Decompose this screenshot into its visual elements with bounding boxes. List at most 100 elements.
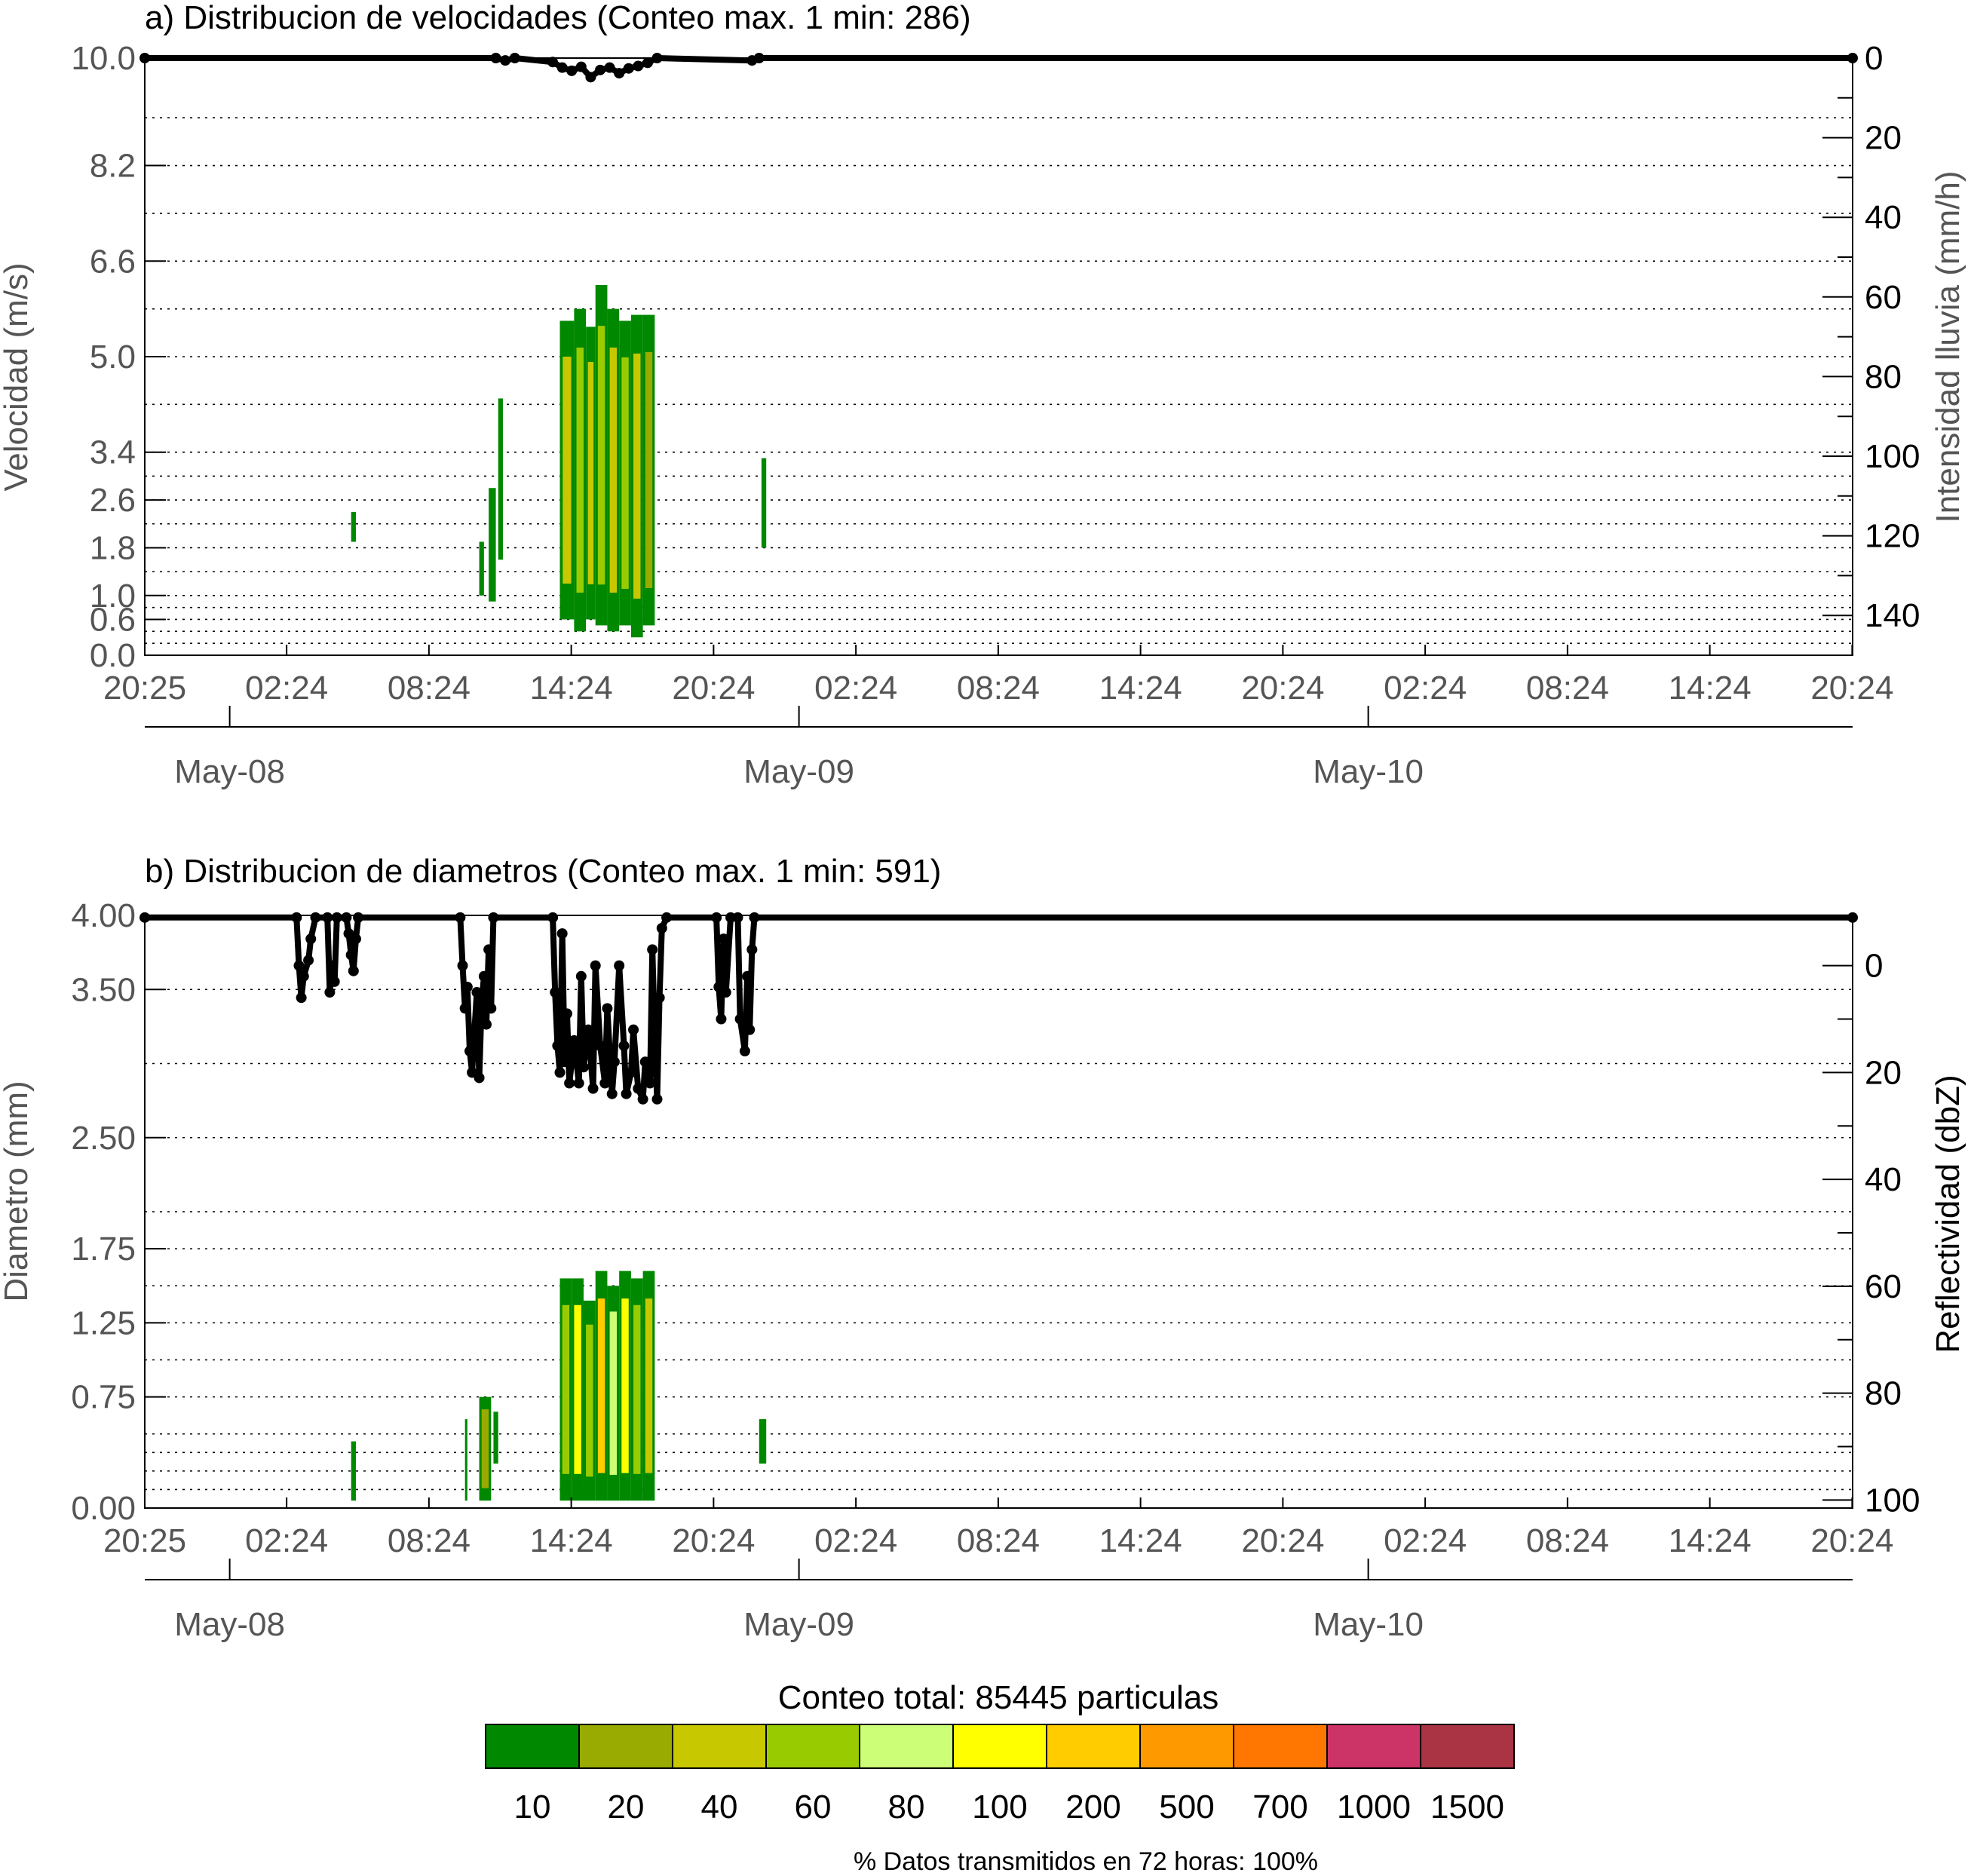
series-point	[649, 1035, 661, 1046]
distribution-patch-core	[574, 1304, 581, 1474]
series-point	[296, 992, 307, 1004]
reflectivity-y-ticks: 0 20 40 60 80 100	[1822, 948, 1920, 1519]
x-tick-label: 20:25	[103, 670, 186, 707]
transmission-footer: % Datos transmitidos en 72 horas: 100%	[854, 1847, 1318, 1876]
series-point	[324, 987, 336, 998]
distribution-patch-core	[351, 515, 355, 538]
series-point	[595, 1040, 605, 1051]
colorbar-label: 1000	[1337, 1789, 1411, 1825]
x-tick-label: 20:24	[1810, 670, 1893, 707]
series-point	[298, 970, 309, 982]
y2-tick-label: 40	[1865, 199, 1902, 236]
distribution-patch-core	[481, 1409, 489, 1488]
distribution-patch-core	[633, 1304, 641, 1474]
series-point	[573, 1077, 584, 1089]
colorbar-label: 40	[701, 1789, 738, 1825]
velocity-y-ticks: 10.0 8.2 6.6 5.0 3.4 2.6 1.8 1.00.60.0	[71, 40, 166, 674]
x-tick-label: 14:24	[1669, 1522, 1752, 1559]
y-tick-label: 1.8	[90, 529, 136, 566]
series-point	[633, 1083, 644, 1094]
series-point	[550, 987, 561, 998]
x-tick-label: 14:24	[1099, 670, 1182, 707]
y2-tick-label: 80	[1865, 1375, 1902, 1412]
series-point	[554, 1067, 566, 1078]
series-point	[618, 1040, 630, 1051]
colorbar-label: 10	[514, 1789, 551, 1825]
diameter-x-ticks: 20:25 02:24 08:24 14:24 20:24 02:24 08:24 14:24…	[103, 1497, 1893, 1559]
y2-tick-label: 20	[1865, 120, 1902, 157]
series-point	[569, 1035, 580, 1046]
series-point	[608, 1056, 620, 1068]
series-point	[746, 944, 758, 955]
series-point	[459, 1003, 471, 1014]
distribution-patch-core	[586, 1324, 593, 1477]
rain-intensity-series	[139, 53, 1858, 83]
series-point	[322, 912, 333, 923]
colorbar-label: 200	[1065, 1789, 1120, 1825]
series-point	[639, 1056, 651, 1068]
y2-tick-label: 20	[1865, 1054, 1902, 1091]
series-point	[742, 970, 753, 982]
series-point	[718, 933, 729, 945]
series-point	[575, 61, 587, 72]
x-tick-label: 14:24	[1669, 670, 1752, 707]
y2-tick-label: 60	[1865, 279, 1902, 316]
series-point	[585, 72, 596, 83]
diameter-date-axis: May-08 May-09 May-10	[145, 1559, 1853, 1643]
y2-tick-label: 60	[1865, 1268, 1902, 1305]
y2-tick-label: 100	[1865, 438, 1920, 475]
series-point	[552, 1040, 563, 1051]
x-tick-label: 14:24	[1099, 1522, 1182, 1559]
diameter-panel-title: b) Distribucion de diametros (Conteo max…	[145, 853, 941, 890]
x-tick-label: 08:24	[388, 670, 471, 707]
diameter-panel: b) Distribucion de diametros (Conteo max…	[0, 853, 1966, 1643]
velocity-date-axis: May-08 May-09 May-10	[145, 706, 1853, 790]
distribution-patch-core	[597, 1298, 605, 1473]
series-line	[145, 55, 1853, 81]
series-point	[637, 1093, 648, 1105]
series-point	[614, 68, 625, 79]
distribution-patch-core	[490, 501, 495, 588]
series-point	[331, 912, 342, 923]
series-point	[326, 960, 338, 971]
series-point	[561, 1008, 572, 1019]
distribution-patch-core	[609, 347, 618, 593]
series-point	[291, 912, 302, 923]
y-tick-label: 5.0	[90, 339, 136, 376]
colorbar-swatch	[672, 1724, 767, 1769]
velocity-x-ticks: 20:25 02:24 08:24 14:24 20:24 02:24 08:24 14:24…	[103, 645, 1893, 707]
series-point	[633, 60, 644, 72]
series-point	[348, 965, 359, 976]
distribution-patch-core	[351, 1448, 355, 1494]
colorbar-label: 1500	[1430, 1789, 1504, 1825]
y-tick-label: 2.6	[90, 482, 136, 519]
series-point	[595, 64, 605, 75]
velocity-distribution-patches	[351, 284, 767, 638]
series-point	[476, 998, 487, 1009]
date-label: May-09	[743, 1606, 854, 1643]
reflectivity-series	[139, 912, 1858, 1105]
distribution-patch-core	[760, 1424, 765, 1458]
velocity-panel: a) Distribucion de velocidades (Conteo m…	[0, 0, 1966, 790]
x-tick-label: 20:25	[103, 1522, 186, 1559]
colorbar-swatch	[1139, 1724, 1234, 1769]
diameter-y-ticks: 4.00 3.50 2.50 1.75 1.25 0.75 0.00	[71, 897, 166, 1527]
series-point	[481, 1019, 492, 1030]
y2-tick-label: 0	[1865, 948, 1883, 985]
colorbar-swatch	[578, 1724, 673, 1769]
x-tick-label: 08:24	[957, 1522, 1040, 1559]
diameter-distribution-patches	[351, 1271, 767, 1501]
series-point	[623, 63, 634, 74]
date-label: May-10	[1313, 1606, 1424, 1643]
x-tick-label: 14:24	[530, 670, 613, 707]
series-point	[654, 992, 665, 1004]
series-point	[566, 65, 578, 76]
series-point	[602, 1003, 613, 1014]
series-point	[564, 1077, 575, 1089]
series-point	[471, 987, 483, 998]
distribution-patch-core	[587, 361, 594, 584]
series-point	[711, 912, 722, 923]
series-point	[716, 1013, 727, 1025]
series-point	[583, 1024, 594, 1035]
colorbar-swatch	[1326, 1724, 1421, 1769]
